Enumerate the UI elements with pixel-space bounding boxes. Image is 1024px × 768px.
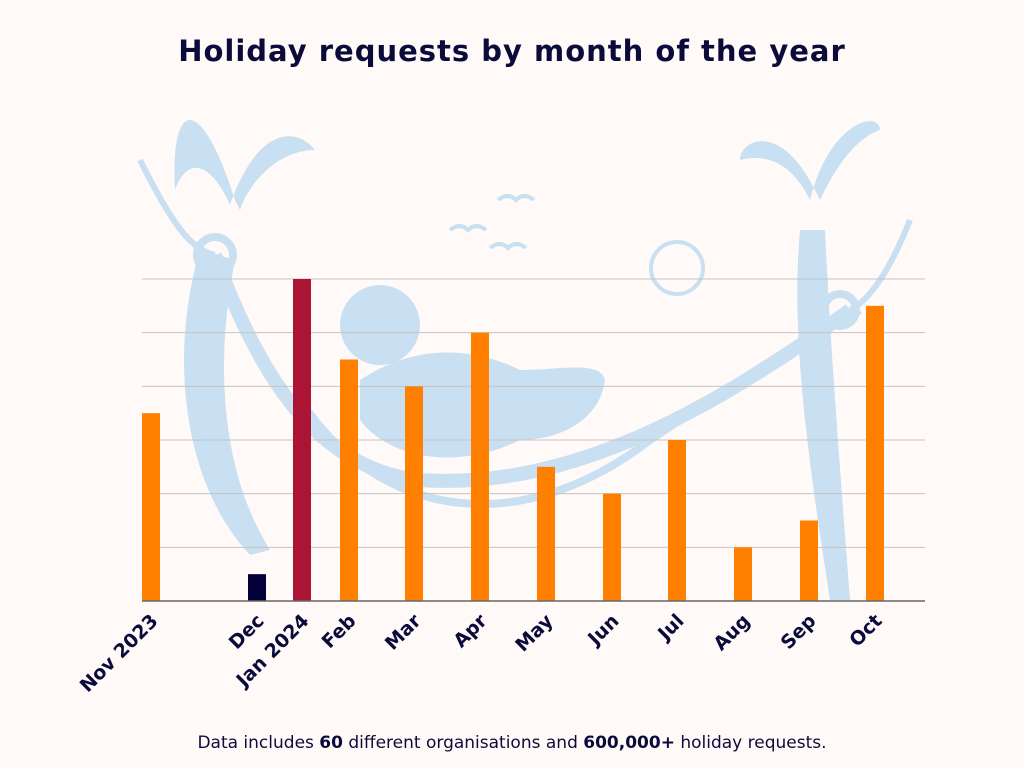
footer-requests: 600,000+: [583, 733, 675, 753]
bar-sep: [800, 520, 818, 601]
footer-suffix: holiday requests.: [674, 733, 827, 753]
right-palm-leaves: [740, 121, 880, 200]
footer-note: Data includes 60 different organisations…: [0, 733, 1024, 753]
bar-nov-2023: [142, 413, 160, 601]
bar-aug: [734, 547, 752, 601]
hammock-lower: [296, 306, 862, 508]
bar-feb: [340, 359, 358, 601]
bar-jul: [668, 440, 686, 601]
x-tick-label: Sep: [777, 610, 821, 654]
bars: [142, 279, 884, 601]
bar-oct: [866, 305, 884, 601]
bar-may: [537, 466, 555, 601]
footer-middle: different organisations and: [342, 733, 584, 753]
left-palm-leaves: [174, 120, 315, 210]
footer-prefix: Data includes: [197, 733, 320, 753]
x-tick-label: Aug: [709, 610, 754, 655]
x-tick-label: Jul: [652, 610, 688, 646]
bar-jan-2024: [293, 279, 311, 601]
x-tick-label: May: [511, 610, 558, 657]
x-tick-label: Apr: [449, 610, 492, 653]
footer-orgs: 60: [319, 733, 343, 753]
chart-title: Holiday requests by month of the year: [178, 34, 846, 68]
right-palm-trunk: [797, 230, 850, 600]
left-palm-trunk: [184, 250, 270, 555]
sun: [649, 240, 705, 296]
x-tick-label: Mar: [381, 610, 426, 655]
x-tick-label: Nov 2023: [76, 610, 163, 697]
person-head: [340, 285, 420, 365]
birds: [448, 194, 536, 251]
bar-mar: [405, 386, 423, 601]
bar-dec: [248, 574, 266, 601]
bar-apr: [471, 332, 489, 601]
x-tick-label: Oct: [845, 610, 886, 651]
hammock-palm-illustration: [137, 120, 913, 600]
x-tick-label: Feb: [318, 610, 361, 653]
bar-jun: [603, 493, 621, 601]
gridlines: [142, 278, 925, 548]
x-tick-label: Jun: [582, 610, 623, 651]
